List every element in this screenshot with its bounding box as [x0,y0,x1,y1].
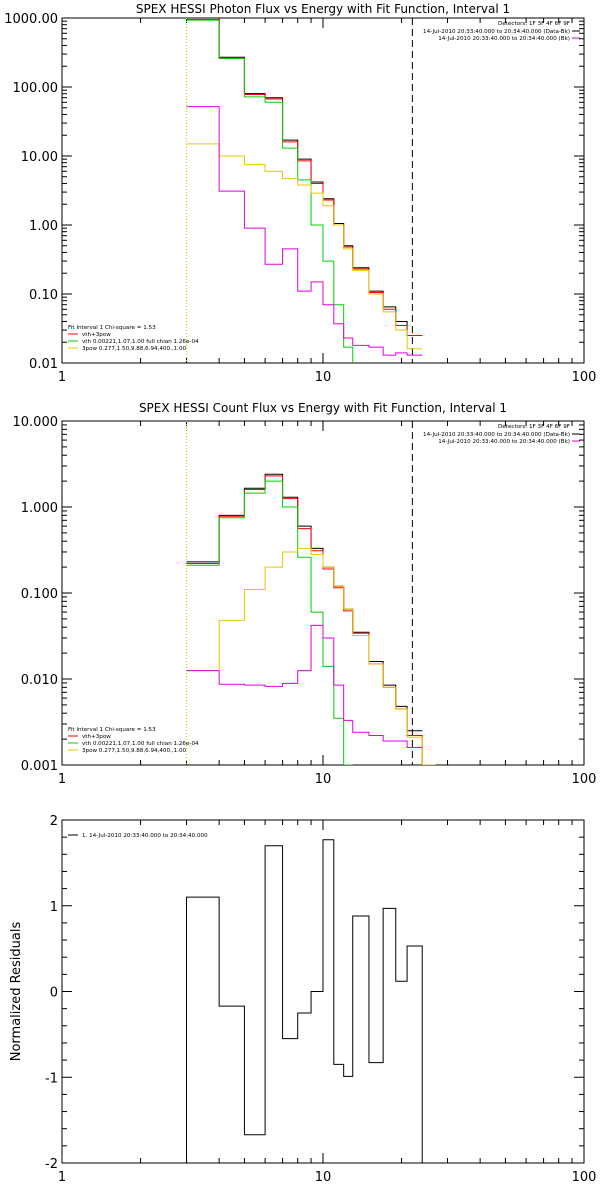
x-tick-label: 1 [58,370,66,385]
chart-title: SPEX HESSI Photon Flux vs Energy with Fi… [136,2,510,16]
x-tick-label: 10 [315,370,332,385]
x-tick-label: 1 [58,1170,66,1185]
x-axis: 1 10 100 [58,421,597,787]
series-bk-line [186,624,423,748]
legend-entry: 14-Jul-2010 20:33:40.000 to 20:34:40.000… [423,29,570,35]
legend-header: Fit Interval 1 Chi-square = 1.53 [68,727,156,733]
y-axis: 1000.00 100.00 10.00 1.00 0.10 0.01 [4,12,584,372]
legend-header: Fit Interval 1 Chi-square = 1.53 [68,325,156,331]
y-tick-label: 10.000 [13,415,59,430]
series-vth-3pow-line [186,19,423,337]
y-tick-label: 0.10 [29,288,58,303]
y-tick-label: 1.000 [21,501,58,516]
series-data-bk-line [186,19,423,337]
y-tick-label: 1.00 [29,219,58,234]
legend-left: Fit Interval 1 Chi-square = 1.53vth+3pow… [68,325,199,352]
y-axis-label: Normalized Residuals [9,922,24,1062]
x-tick-label: 10 [315,772,332,787]
y-tick-label: 0.01 [29,357,58,372]
x-axis: 1 10 100 [58,18,597,385]
legend-entry: 3pow 0.277,1.50,9.88,6.94,400.,1.00 [82,346,187,352]
legend-entry: 3pow 0.277,1.50,9.88,6.94,400.,1.00 [82,748,187,754]
series-3pow-line [186,143,423,350]
legend-entry: vth+3pow [82,332,111,338]
legend-left: 1. 14-Jul-2010 20:33:40.000 to 20:34:40.… [68,833,208,839]
legend-entry: vth 0.00221,1.07,1.00 full chian 1.26e-0… [82,741,199,747]
y-tick-label: 0.100 [21,587,58,602]
y-tick-label: 1000.00 [4,12,58,27]
series-bk-line [186,106,423,356]
x-axis: 1 10 100 [58,820,597,1185]
legend-entry: 1. 14-Jul-2010 20:33:40.000 to 20:34:40.… [82,833,208,839]
y-tick-label: 10.00 [21,150,58,165]
series-3pow-line [186,547,436,765]
y-tick-label: 100.00 [13,81,59,96]
series-vth-line [186,480,353,765]
legend-left: Fit Interval 1 Chi-square = 1.53vth+3pow… [68,727,199,754]
x-tick-label: 100 [572,370,597,385]
legend-entry: 14-Jul-2010 20:33:40.000 to 20:34:40.000… [438,439,570,445]
plot-frame [61,420,585,766]
y-axis: 10.000 1.000 0.100 0.010 0.001 [13,415,584,774]
y-tick-label: 0 [50,986,58,1001]
legend-entry: 14-Jul-2010 20:33:40.000 to 20:34:40.000… [423,432,570,438]
y-tick-label: 2 [50,814,58,829]
chart-1: SPEX HESSI Photon Flux vs Energy with Fi… [4,2,596,385]
y-tick-label: -2 [45,1157,58,1172]
series-vth-line [186,19,354,363]
chart-title: SPEX HESSI Count Flux vs Energy with Fit… [139,401,507,415]
x-tick-label: 1 [58,772,66,787]
series-data-bk-line [186,473,423,732]
residuals-line [186,839,423,1163]
legend-right: Detectors: 1F 3F 4F 6F 9F 14-Jul-2010 20:… [423,21,580,42]
y-tick-label: -1 [45,1071,58,1086]
y-tick-label: 1 [50,900,58,915]
chart-2: SPEX HESSI Count Flux vs Energy with Fit… [13,401,597,787]
plot-area [186,421,436,765]
legend-header: Detectors: 1F 3F 4F 6F 9F [498,424,570,430]
legend-right: Detectors: 1F 3F 4F 6F 9F 14-Jul-2010 20:… [423,424,580,445]
legend-entry: vth+3pow [82,734,111,740]
legend-entry: vth 0.00221,1.07,1.00 full chian 1.26e-0… [82,339,199,345]
legend-entry: 14-Jul-2010 20:33:40.000 to 20:34:40.000… [438,36,570,42]
legend-header: Detectors: 1F 3F 4F 6F 9F [498,21,570,27]
plot-area [186,18,423,363]
x-tick-label: 10 [315,1170,332,1185]
y-axis: 2 1 0 -1 -2 [45,814,584,1172]
y-tick-label: 0.010 [21,673,58,688]
x-tick-label: 100 [572,1170,597,1185]
y-tick-label: 0.001 [21,759,58,774]
plot-area [186,839,423,1163]
x-tick-label: 100 [572,772,597,787]
